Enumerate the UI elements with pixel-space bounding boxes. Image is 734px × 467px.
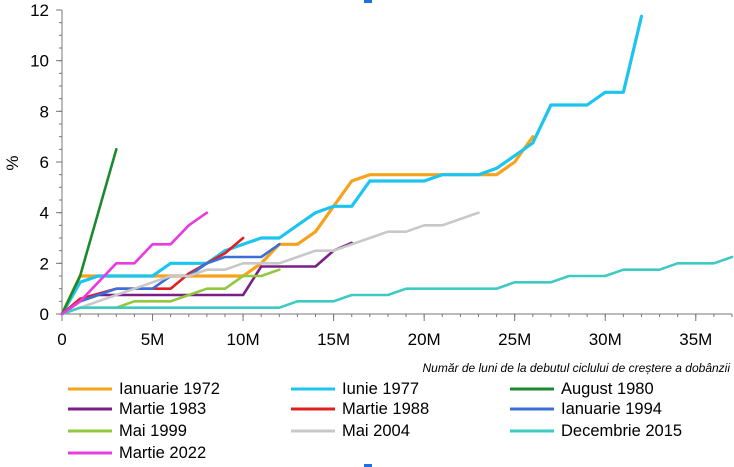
series-line-martie-2022	[60, 211, 209, 316]
legend-label-martie-1988: Martie 1988	[342, 400, 429, 418]
x-tick-label: 25M	[498, 330, 531, 349]
legend-label-ianuarie-1994: Ianuarie 1994	[561, 400, 662, 418]
y-tick-label: 0	[40, 305, 49, 324]
series-line-decembrie-2015	[60, 255, 734, 316]
series-line-august-1980	[60, 148, 118, 316]
x-tick-label: 15M	[317, 330, 350, 349]
x-axis-label: Număr de luni de la debutul ciclului de …	[422, 361, 730, 375]
series-line-iunie-1977	[60, 14, 644, 316]
x-tick-label: 0	[57, 330, 66, 349]
series-line-martie-1983	[60, 241, 354, 316]
legend-label-ianuarie-1972: Ianuarie 1972	[119, 380, 220, 398]
legend-label-mai-1999: Mai 1999	[119, 422, 187, 440]
legend: Ianuarie 1972 Iunie 1977 August 1980 Martie…	[68, 380, 682, 462]
y-tick-label: 2	[40, 254, 49, 273]
x-tick-label: 5M	[141, 330, 165, 349]
legend-label-martie-1983: Martie 1983	[119, 400, 206, 418]
y-tick-label: 10	[30, 52, 49, 71]
y-tick-label: 4	[40, 204, 49, 223]
y-tick-label: 6	[40, 153, 49, 172]
legend-label-iunie-1977: Iunie 1977	[342, 380, 419, 398]
x-tick-label: 10M	[227, 330, 260, 349]
legend-label-decembrie-2015: Decembrie 2015	[561, 422, 682, 440]
legend-label-martie-2022: Martie 2022	[119, 444, 206, 462]
y-tick-label: 8	[40, 102, 49, 121]
x-tick-label: 30M	[589, 330, 622, 349]
series-line-mai-2004	[60, 211, 480, 316]
y-tick-label: 12	[30, 1, 49, 20]
legend-label-mai-2004: Mai 2004	[342, 422, 410, 440]
legend-label-august-1980: August 1980	[561, 380, 654, 398]
bottom-marker	[364, 464, 372, 467]
top-marker	[364, 0, 372, 3]
y-axis-label: %	[3, 155, 22, 170]
axes: 0 5M 10M 15M 20M 25M 30M 35M 0 2 4 6 8 10 12	[30, 1, 733, 349]
series-layer	[60, 14, 734, 316]
x-tick-label: 35M	[679, 330, 712, 349]
x-tick-label: 20M	[408, 330, 441, 349]
